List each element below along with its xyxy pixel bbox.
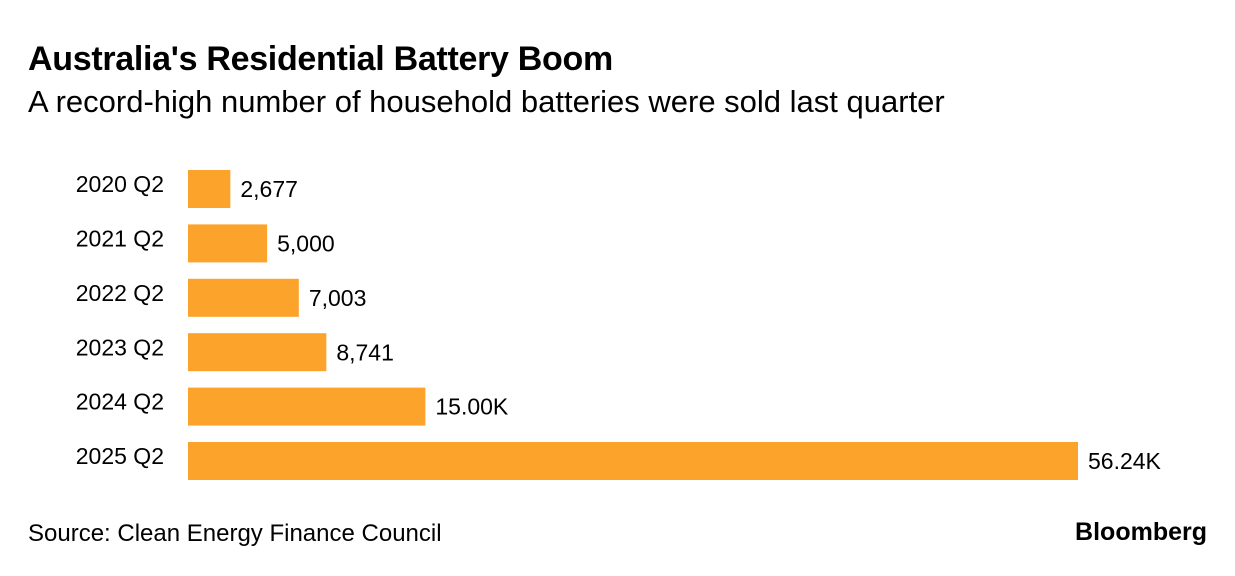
bar xyxy=(188,333,327,372)
bloomberg-logo: Bloomberg xyxy=(1075,518,1207,546)
value-label: 56.24K xyxy=(1088,448,1162,474)
value-label: 15.00K xyxy=(435,394,509,420)
chart-subtitle: A record-high number of household batter… xyxy=(28,84,945,119)
category-label: 2022 Q2 xyxy=(76,280,164,306)
bar xyxy=(188,170,231,208)
bar xyxy=(188,278,299,317)
source-note: Source: Clean Energy Finance Council xyxy=(28,520,442,547)
bar-chart: 2020 Q2 2,677 2021 Q2 5,000 2022 Q2 7,003 2023… xyxy=(76,170,1162,480)
category-label: 2020 Q2 xyxy=(76,171,164,197)
category-label: 2023 Q2 xyxy=(76,334,164,360)
value-label: 2,677 xyxy=(240,176,298,202)
bar xyxy=(188,387,426,426)
value-label: 5,000 xyxy=(277,230,335,256)
category-label: 2024 Q2 xyxy=(76,389,164,415)
value-label: 7,003 xyxy=(309,285,367,311)
bar xyxy=(188,224,268,263)
bar xyxy=(188,442,1078,480)
value-label: 8,741 xyxy=(336,339,394,365)
chart-title: Australia's Residential Battery Boom xyxy=(28,40,613,78)
category-label: 2025 Q2 xyxy=(76,443,164,469)
category-label: 2021 Q2 xyxy=(76,225,164,251)
